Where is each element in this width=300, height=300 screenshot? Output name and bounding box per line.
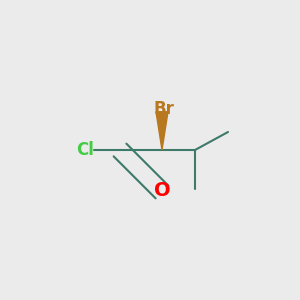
Text: O: O [154, 181, 170, 200]
Text: Cl: Cl [76, 141, 94, 159]
Text: Br: Br [153, 100, 174, 118]
Polygon shape [156, 112, 168, 150]
